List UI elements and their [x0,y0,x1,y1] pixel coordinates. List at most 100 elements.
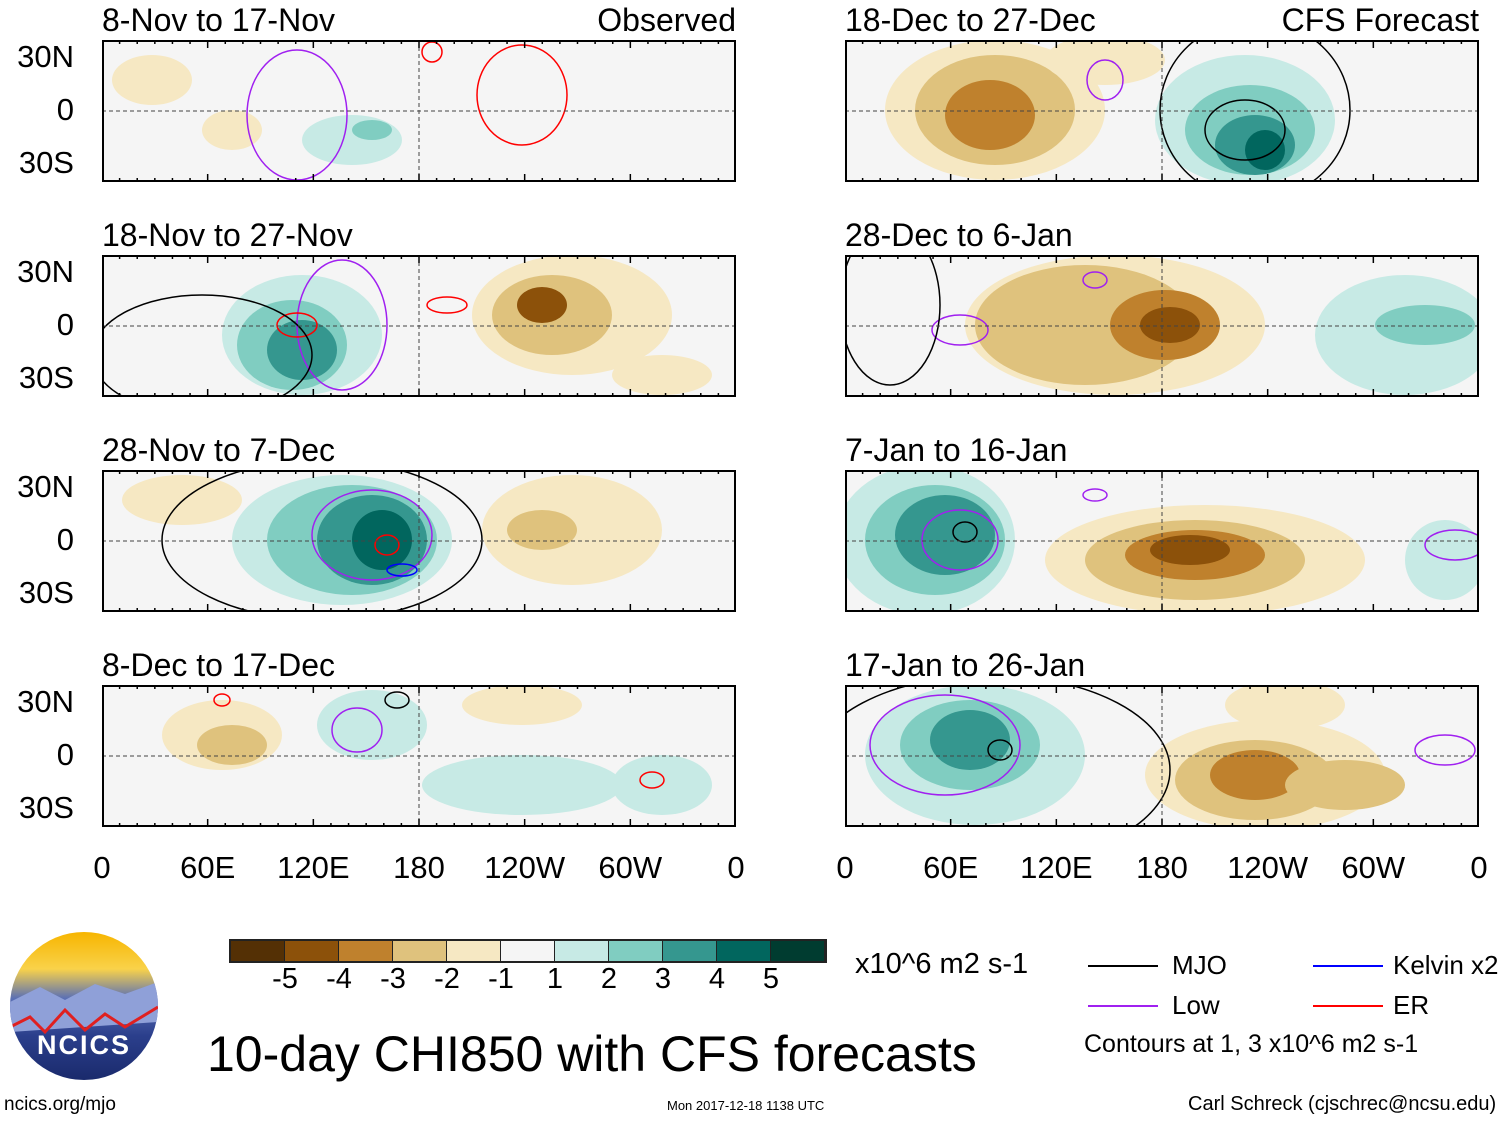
anomaly-shading [302,115,402,165]
map-panel: 8-Dec to 17-Dec [102,647,736,827]
anomaly-shading [895,495,995,575]
lat-tick-label: 30S [18,145,74,180]
contour-line [869,694,1021,796]
ncics-logo: NCICS [10,932,158,1080]
anomaly-shading [1045,40,1165,85]
anomaly-shading [122,475,242,525]
anomaly-shading [462,685,582,725]
contour-line [161,470,483,612]
anomaly-shading [517,287,567,323]
lat-tick-label: 30S [18,575,74,610]
map-panel: 7-Jan to 16-Jan [845,432,1479,612]
lon-tick-label: 120W [1227,850,1309,885]
panel-title: 18-Dec to 27-Dec [845,2,1096,38]
contour-line [374,534,400,556]
lat-tick-label: 30N [17,39,74,74]
anomaly-shading [1405,520,1479,600]
logo-text: NCICS [36,1030,131,1060]
contour-line [331,707,383,753]
colorbar-bin [447,941,501,961]
website-link[interactable]: ncics.org/mjo [4,1094,116,1115]
contour-line [1424,529,1479,561]
lon-tick-label: 60W [1341,850,1406,885]
colorbar-bin [501,941,555,961]
colorbar-bin [285,941,339,961]
colorbar-bin [555,941,609,961]
contour-line [921,509,999,571]
legend-mjo: MJO [1172,950,1227,980]
anomaly-shading [1150,535,1230,565]
legend-er: ER [1393,990,1430,1020]
lon-tick-label: 60E [180,850,236,885]
map-panel: 17-Jan to 26-Jan [845,647,1479,827]
author: Carl Schreck (cjschrec@ncsu.edu) [1188,1093,1497,1115]
colorbar-units: x10^6 m2 s-1 [855,948,1029,980]
lon-tick-label: 120E [1020,850,1093,885]
anomaly-shading [1210,750,1300,800]
lat-tick-label: 0 [56,92,74,127]
timestamp: Mon 2017-12-18 1138 UTC [667,1098,825,1113]
anomaly-shading [507,510,577,550]
panel-source-label: CFS Forecast [1281,2,1479,38]
contour-line [931,314,989,346]
colorbar-tick-label: 1 [546,963,564,995]
contour-line [845,685,1171,827]
lat-tick-label: 30S [18,360,74,395]
anomaly-shading [945,80,1035,150]
contour-line [311,489,433,581]
colorbar-tick-label: -2 [434,963,460,995]
contour-line [476,44,568,146]
anomaly-shading [352,120,392,140]
anomaly-shading [1245,130,1285,170]
panel-title: 8-Dec to 17-Dec [102,647,335,683]
lon-tick-label: 120W [484,850,566,885]
legend-kelvin: Kelvin x2 [1393,950,1499,980]
lat-tick-label: 0 [56,737,74,772]
panel-title: 17-Jan to 26-Jan [845,647,1086,683]
contour-line [845,255,941,386]
anomaly-shading [1140,307,1200,343]
map-panel: 18-Dec to 27-Dec CFS Forecast [845,2,1479,182]
colorbar-tick-label: 3 [654,963,672,995]
contour-line [987,739,1013,761]
lon-tick-label: 180 [1136,850,1188,885]
contour-line [386,563,418,577]
anomaly-shading [422,755,622,815]
lon-tick-label: 0 [836,850,854,885]
panel-title: 7-Jan to 16-Jan [845,432,1068,468]
colorbar-bin [231,941,285,961]
contour-line [1086,59,1124,101]
lon-tick-label: 180 [393,850,445,885]
map-panel: 28-Dec to 6-Jan [845,217,1479,397]
low-line-swatch [1088,1005,1158,1007]
anomaly-shading [1375,305,1475,345]
contour-line [952,521,978,543]
lon-tick-label: 60W [598,850,663,885]
lat-tick-label: 0 [56,522,74,557]
map-panel: 18-Nov to 27-Nov [102,217,736,397]
lon-tick-label: 0 [93,850,111,885]
contour-line [426,296,468,314]
colorbar-tick-label: -1 [488,963,514,995]
lat-tick-label: 30N [17,254,74,289]
anomaly-shading [197,725,267,765]
lon-tick-label: 120E [277,850,350,885]
colorbar-bin [663,941,717,961]
panel-title: 8-Nov to 17-Nov [102,2,335,38]
anomaly-shading [112,55,192,105]
lon-tick-label: 0 [727,850,745,885]
legend-low: Low [1172,990,1220,1020]
contour-note: Contours at 1, 3 x10^6 m2 s-1 [1084,1030,1419,1058]
map-panel: 8-Nov to 17-Nov Observed [102,2,736,182]
contour-line [384,691,410,709]
lon-tick-label: 60E [923,850,979,885]
contour-line [1082,271,1108,289]
lon-tick-label: 0 [1470,850,1488,885]
colorbar-tick-label: -3 [380,963,406,995]
contour-line [1414,734,1476,766]
contour-line [102,294,313,397]
colorbar-tick-label: 5 [762,963,780,995]
colorbar [229,939,827,963]
lat-tick-label: 30S [18,790,74,825]
